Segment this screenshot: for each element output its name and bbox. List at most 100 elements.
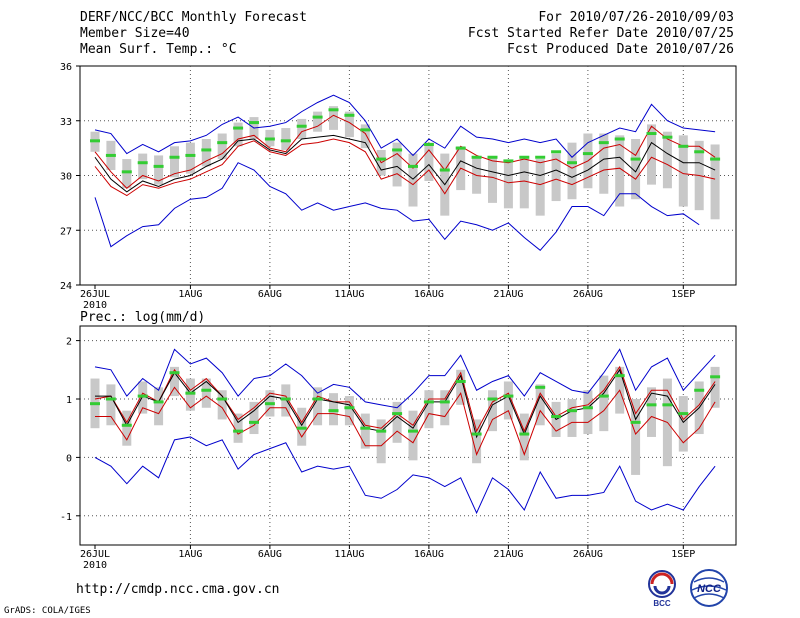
ensemble-box [710, 144, 720, 220]
mean-marker [185, 391, 196, 395]
plot-frame [79, 325, 737, 546]
mean-marker [694, 150, 705, 154]
mean-marker [280, 139, 291, 143]
series-max-line [94, 348, 716, 409]
mean-marker [551, 415, 562, 419]
x-tick-label: 1AUG [178, 549, 202, 560]
mean-marker [567, 409, 577, 413]
mean-marker [233, 429, 244, 433]
bcc-logo-text: BCC [653, 599, 671, 608]
x-tick-label: 6AUG [258, 549, 282, 560]
ensemble-box [424, 142, 434, 181]
x-tick-label: 6AUG [258, 289, 282, 300]
ensemble-box [106, 384, 116, 426]
ensemble-box [170, 366, 179, 397]
mean-marker [471, 155, 482, 159]
mean-marker [153, 400, 164, 404]
x-tick-label: 21AUG [493, 549, 523, 560]
mean-marker [360, 426, 371, 430]
x-tick-label: 21AUG [493, 289, 523, 300]
mean-marker [376, 157, 387, 161]
mean-marker [694, 388, 705, 392]
mean-marker [121, 170, 132, 174]
x-tick-label: 16AUG [414, 289, 444, 300]
ensemble-box [154, 387, 164, 426]
mean-marker [678, 144, 689, 148]
ensemble-box [313, 387, 323, 426]
ensemble-box [535, 159, 545, 216]
mean-marker [408, 164, 418, 168]
produced-date: Fcst Produced Date 2010/07/26 [507, 42, 734, 57]
precipitation-panel: -1 0 1 2 26JUL 1AUG 6AUG 11AUG 16AUG 21AUG 26AUG 1S… [60, 325, 737, 571]
start-date: Fcst Started Refer Date 2010/07/25 [467, 26, 734, 41]
ensemble-box [519, 413, 529, 461]
mean-marker [121, 423, 132, 427]
ensemble-box [567, 142, 577, 200]
ensemble-box [503, 381, 513, 420]
ensemble-box [599, 133, 609, 194]
mean-marker [646, 132, 657, 136]
ensemble-box [360, 124, 370, 149]
y-tick-label: 1 [66, 395, 72, 406]
mean-marker [535, 385, 546, 389]
ensemble-box [392, 401, 402, 443]
variable-label: Mean Surf. Temp.: °C [80, 42, 237, 57]
mean-marker [423, 400, 434, 404]
ensemble-box [281, 128, 291, 150]
y-tick-label: 0 [66, 453, 72, 464]
mean-marker [360, 128, 371, 132]
ensemble-box [170, 146, 179, 178]
ensemble-box [662, 131, 672, 189]
mean-marker [328, 409, 339, 413]
mean-marker [90, 139, 100, 143]
ensemble-box [599, 375, 609, 432]
mean-marker [90, 402, 100, 406]
ensemble-box [201, 378, 211, 408]
ensemble-box [122, 159, 132, 189]
mean-marker [280, 397, 291, 401]
header-left: DERF/NCC/BCC Monthly Forecast Member Siz… [80, 10, 307, 58]
ensemble-box [424, 390, 434, 429]
mean-marker [678, 412, 689, 416]
ensemble-box [233, 413, 243, 443]
x-tick-label: 11AUG [334, 549, 364, 560]
series-mean-line [95, 368, 716, 439]
ensemble-box [503, 160, 513, 209]
mean-marker [439, 168, 450, 172]
mean-marker [455, 379, 466, 383]
ensemble-box [440, 390, 450, 426]
ensemble-box [472, 419, 482, 464]
series-min-line [94, 436, 716, 515]
mean-marker [312, 397, 323, 401]
mean-marker [296, 124, 307, 128]
ensemble-box [297, 118, 307, 139]
ensemble-box [360, 413, 370, 449]
mean-marker [264, 137, 275, 141]
mean-marker [137, 394, 148, 398]
y-tick-label: 30 [60, 172, 72, 183]
ensemble-box [551, 153, 561, 202]
mean-marker [217, 397, 228, 401]
mean-marker [582, 152, 593, 156]
header-right: For 2010/07/26-2010/09/03 Fcst Started R… [468, 10, 734, 58]
ensemble-box [217, 390, 227, 420]
series-upper-line [94, 365, 716, 433]
mean-marker [487, 155, 498, 159]
mean-marker [201, 148, 212, 152]
x-tick-label: 26JUL [80, 549, 110, 560]
footer-url[interactable]: http://cmdp.ncc.cma.gov.cn [76, 582, 280, 597]
mean-marker [582, 406, 593, 410]
ensemble-box [647, 124, 656, 185]
ensemble-box [678, 135, 688, 207]
ensemble-box [647, 387, 656, 437]
mean-marker [392, 412, 403, 416]
x-tick-label: 1SEP [671, 289, 695, 300]
mean-marker [614, 137, 625, 141]
mean-marker [535, 155, 546, 159]
temperature-panel: 24 27 30 33 36 26JUL 1AUG 6AUG 11AUG 16AUG 21AUG 26… [60, 62, 737, 311]
mean-marker [105, 397, 116, 401]
y-tick-label: 27 [60, 226, 72, 237]
mean-marker [455, 146, 466, 150]
mean-marker [662, 403, 673, 407]
